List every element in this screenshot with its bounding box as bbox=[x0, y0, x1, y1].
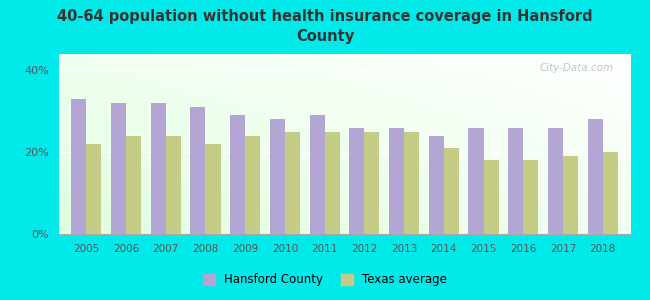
Bar bbox=[444, 148, 459, 234]
Bar bbox=[484, 160, 499, 234]
Bar bbox=[469, 128, 484, 234]
Bar bbox=[404, 132, 419, 234]
Bar bbox=[309, 116, 324, 234]
Bar bbox=[365, 132, 380, 234]
Bar bbox=[230, 116, 245, 234]
Bar bbox=[508, 128, 523, 234]
Bar bbox=[72, 99, 86, 234]
Bar bbox=[349, 128, 365, 234]
Bar bbox=[324, 132, 340, 234]
Bar bbox=[285, 132, 300, 234]
Bar bbox=[126, 136, 141, 234]
Bar bbox=[389, 128, 404, 234]
Bar bbox=[151, 103, 166, 234]
Text: 40-64 population without health insurance coverage in Hansford
County: 40-64 population without health insuranc… bbox=[57, 9, 593, 44]
Bar bbox=[270, 119, 285, 234]
Bar bbox=[523, 160, 538, 234]
Bar bbox=[166, 136, 181, 234]
Legend: Hansford County, Texas average: Hansford County, Texas average bbox=[198, 269, 452, 291]
Bar bbox=[205, 144, 220, 234]
Bar bbox=[548, 128, 563, 234]
Bar bbox=[86, 144, 101, 234]
Bar bbox=[245, 136, 260, 234]
Bar bbox=[563, 156, 578, 234]
Bar bbox=[603, 152, 618, 234]
Bar bbox=[429, 136, 444, 234]
Text: City-Data.com: City-Data.com bbox=[540, 63, 614, 73]
Bar bbox=[111, 103, 126, 234]
Bar bbox=[588, 119, 603, 234]
Bar bbox=[190, 107, 205, 234]
